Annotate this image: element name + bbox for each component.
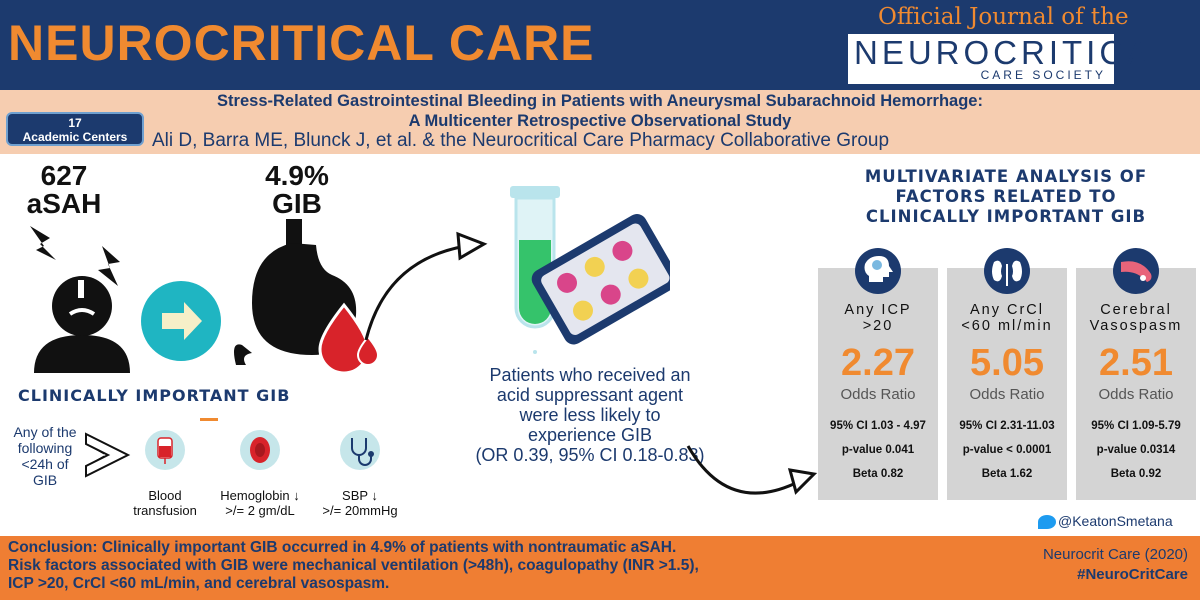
criteria-item-line: SBP ↓ [342,488,378,503]
stethoscope-icon [340,430,380,470]
criteria-item-line: >/= 20mmHg [322,503,398,518]
conclusion-line: Risk factors associated with GIB were me… [8,557,699,574]
p-value: p-value 0.0314 [1096,444,1176,456]
centers-label: Academic Centers [22,130,128,144]
confidence-interval: 95% CI 1.09-5.79 [1091,420,1181,432]
conclusion-line: ICP >20, CrCl <60 mL/min, and cerebral v… [8,575,390,592]
patients-count: 627 [40,160,88,191]
analysis-title-line: MULTIVARIATE ANALYSIS OF [864,167,1148,186]
odds-ratio-value: 2.51 [1099,342,1173,384]
twitter-handle[interactable]: @KeatonSmetana [1038,513,1173,530]
finding-line: acid suppressant agent [496,385,684,405]
conclusion-footer: Conclusion: Clinically important GIB occ… [0,536,1200,600]
right-arrow-icon [141,281,221,361]
odds-ratio-value: 5.05 [970,342,1044,384]
finding-line: experience GIB [527,425,653,445]
patients-label: aSAH [26,188,102,219]
official-journal-line: Official Journal of the [878,4,1129,30]
curved-arrow-2-icon [686,445,818,495]
twitter-bird-icon [1038,515,1056,530]
criteria-item-line: Hemoglobin ↓ [220,488,300,503]
study-title-line1: Stress-Related Gastrointestinal Bleeding… [217,92,983,110]
brain-head-icon [855,248,901,294]
factor-heading-line: >20 [862,318,894,334]
criteria-label: Any of the following <24h of GIB [13,424,77,488]
title-band: Stress-Related Gastrointestinal Bleeding… [0,90,1200,154]
beta-value: Beta 0.92 [1110,468,1162,480]
analysis-title-line: FACTORS RELATED TO [895,187,1117,206]
gib-stat: 4.9% GIB [242,162,352,218]
heading-divider [200,418,218,421]
criteria-item-line: transfusion [133,503,197,518]
criteria-item-hemoglobin: Hemoglobin ↓ >/= 2 gm/dL [205,488,315,518]
twitter-handle-text: @KeatonSmetana [1058,513,1173,529]
conclusion-line: Conclusion: Clinically important GIB occ… [8,539,677,556]
headache-person-icon [30,226,130,373]
finding-line: Patients who received an [489,365,691,385]
p-value: p-value < 0.0001 [962,444,1052,456]
test-tube-pills-icon [510,186,670,354]
beta-value: Beta 1.62 [981,468,1033,480]
finding-line: were less likely to [519,405,661,425]
gib-label: GIB [272,188,322,219]
journal-title: NEUROCRITICAL CARE [8,15,595,71]
odds-ratio-label: Odds Ratio [1098,386,1174,403]
factor-heading-line: <60 ml/min [961,318,1053,334]
society-name: NEUROCRITICAL [854,34,1176,71]
factor-heading-line: Any CrCl [969,302,1044,318]
authors: Ali D, Barra ME, Blunck J, et al. & the … [152,130,890,151]
kidney-icon [984,248,1030,294]
gib-percent: 4.9% [265,160,329,191]
hashtag[interactable]: #NeuroCritCare [1077,566,1188,583]
chevron-arrow-icon [85,432,131,478]
centers-badge: 17 Academic Centers [6,112,144,146]
factor-panel-icp: Any ICP >20 2.27 Odds Ratio 95% CI 1.03 … [818,268,938,500]
criteria-item-line: Blood [148,488,182,503]
criteria-heading: CLINICALLY IMPORTANT GIB [18,386,291,405]
factor-heading: Any CrCl <60 ml/min [947,302,1067,334]
p-value: p-value 0.041 [841,444,915,456]
factor-heading-line: Cerebral [1100,302,1172,318]
odds-ratio-value: 2.27 [841,342,915,384]
odds-ratio-label: Odds Ratio [969,386,1045,403]
centers-count: 17 [68,116,82,130]
odds-ratio-label: Odds Ratio [840,386,916,403]
patients-stat: 627 aSAH [14,162,114,218]
society-logo: NEUROCRITICAL CARE SOCIETY [848,34,1172,84]
citation: Neurocrit Care (2020) [1042,546,1188,563]
blood-vessel-icon [1113,248,1159,294]
stomach-bleeding-icon [234,219,380,375]
factor-heading-line: Vasospasm [1089,318,1183,334]
factor-heading: Cerebral Vasospasm [1076,302,1196,334]
factor-heading: Any ICP >20 [818,302,938,334]
criteria-item-transfusion: Blood transfusion [120,488,210,518]
finding-line: (OR 0.39, 95% CI 0.18-0.83) [475,445,705,465]
factor-panel-vasospasm: Cerebral Vasospasm 2.51 Odds Ratio 95% C… [1076,268,1196,500]
analysis-title: MULTIVARIATE ANALYSIS OF FACTORS RELATED… [812,167,1200,227]
blood-bag-icon [145,430,185,470]
analysis-title-line: CLINICALLY IMPORTANT GIB [865,207,1147,226]
factor-heading-line: Any ICP [844,302,912,318]
criteria-item-sbp: SBP ↓ >/= 20mmHg [310,488,410,518]
acid-suppressant-finding: Patients who received an acid suppressan… [450,365,730,465]
curved-arrow-icon [364,231,488,341]
society-sub: CARE SOCIETY [980,68,1106,82]
study-title-line2: A Multicenter Retrospective Observationa… [408,112,792,130]
factor-panel-crcl: Any CrCl <60 ml/min 5.05 Odds Ratio 95% … [947,268,1067,500]
confidence-interval: 95% CI 1.03 - 4.97 [830,420,926,432]
confidence-interval: 95% CI 2.31-11.03 [959,420,1055,432]
red-blood-cell-icon [240,430,280,470]
beta-value: Beta 0.82 [852,468,904,480]
criteria-item-line: >/= 2 gm/dL [225,503,295,518]
